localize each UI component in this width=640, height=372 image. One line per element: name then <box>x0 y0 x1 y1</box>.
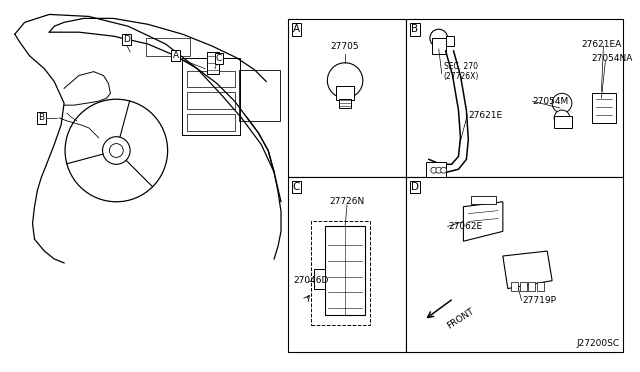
Bar <box>188 92 235 109</box>
Text: A: A <box>293 24 300 34</box>
Bar <box>445 36 454 46</box>
Bar <box>520 282 527 292</box>
Bar <box>188 71 235 87</box>
Text: 27054NA: 27054NA <box>591 54 633 63</box>
Bar <box>336 86 354 100</box>
Text: 27719P: 27719P <box>523 296 557 305</box>
Bar <box>406 177 623 352</box>
Text: B: B <box>38 113 44 122</box>
Bar <box>288 177 406 352</box>
Bar <box>325 227 365 315</box>
Bar <box>406 19 623 177</box>
Text: FRONT: FRONT <box>445 306 476 330</box>
Bar <box>511 282 518 292</box>
Bar <box>554 116 572 128</box>
Bar <box>538 282 544 292</box>
Text: C: C <box>216 54 222 63</box>
Circle shape <box>327 63 363 98</box>
Text: 27621EA: 27621EA <box>582 39 622 48</box>
Polygon shape <box>503 251 552 289</box>
Circle shape <box>552 93 572 113</box>
Text: D: D <box>411 182 419 192</box>
Bar <box>426 162 445 177</box>
Bar <box>529 282 536 292</box>
Text: A: A <box>172 51 179 60</box>
Circle shape <box>430 29 447 47</box>
Text: 27054M: 27054M <box>532 97 569 106</box>
Text: J27200SC: J27200SC <box>576 339 619 348</box>
Text: C: C <box>293 182 300 192</box>
Circle shape <box>436 167 442 173</box>
Bar <box>432 38 445 54</box>
Bar <box>182 58 239 135</box>
Bar <box>591 93 616 123</box>
Text: D: D <box>123 35 130 44</box>
Text: SEC. 270
(27726X): SEC. 270 (27726X) <box>444 62 479 81</box>
Circle shape <box>554 110 570 126</box>
Circle shape <box>441 167 447 173</box>
Text: B: B <box>411 24 419 34</box>
Bar <box>339 99 351 108</box>
Bar <box>310 221 370 325</box>
Bar <box>188 114 235 131</box>
Text: 27621E: 27621E <box>468 110 502 119</box>
Text: 27046D: 27046D <box>294 276 329 285</box>
Text: 27726N: 27726N <box>330 197 365 206</box>
Bar <box>471 196 496 204</box>
Circle shape <box>431 167 436 173</box>
Bar <box>146 38 190 56</box>
Text: 27062E: 27062E <box>449 222 483 231</box>
Text: 27705: 27705 <box>331 42 360 51</box>
Polygon shape <box>463 202 503 241</box>
Bar <box>239 70 280 121</box>
Bar <box>288 19 406 177</box>
Bar <box>207 52 219 74</box>
Bar <box>314 269 325 289</box>
